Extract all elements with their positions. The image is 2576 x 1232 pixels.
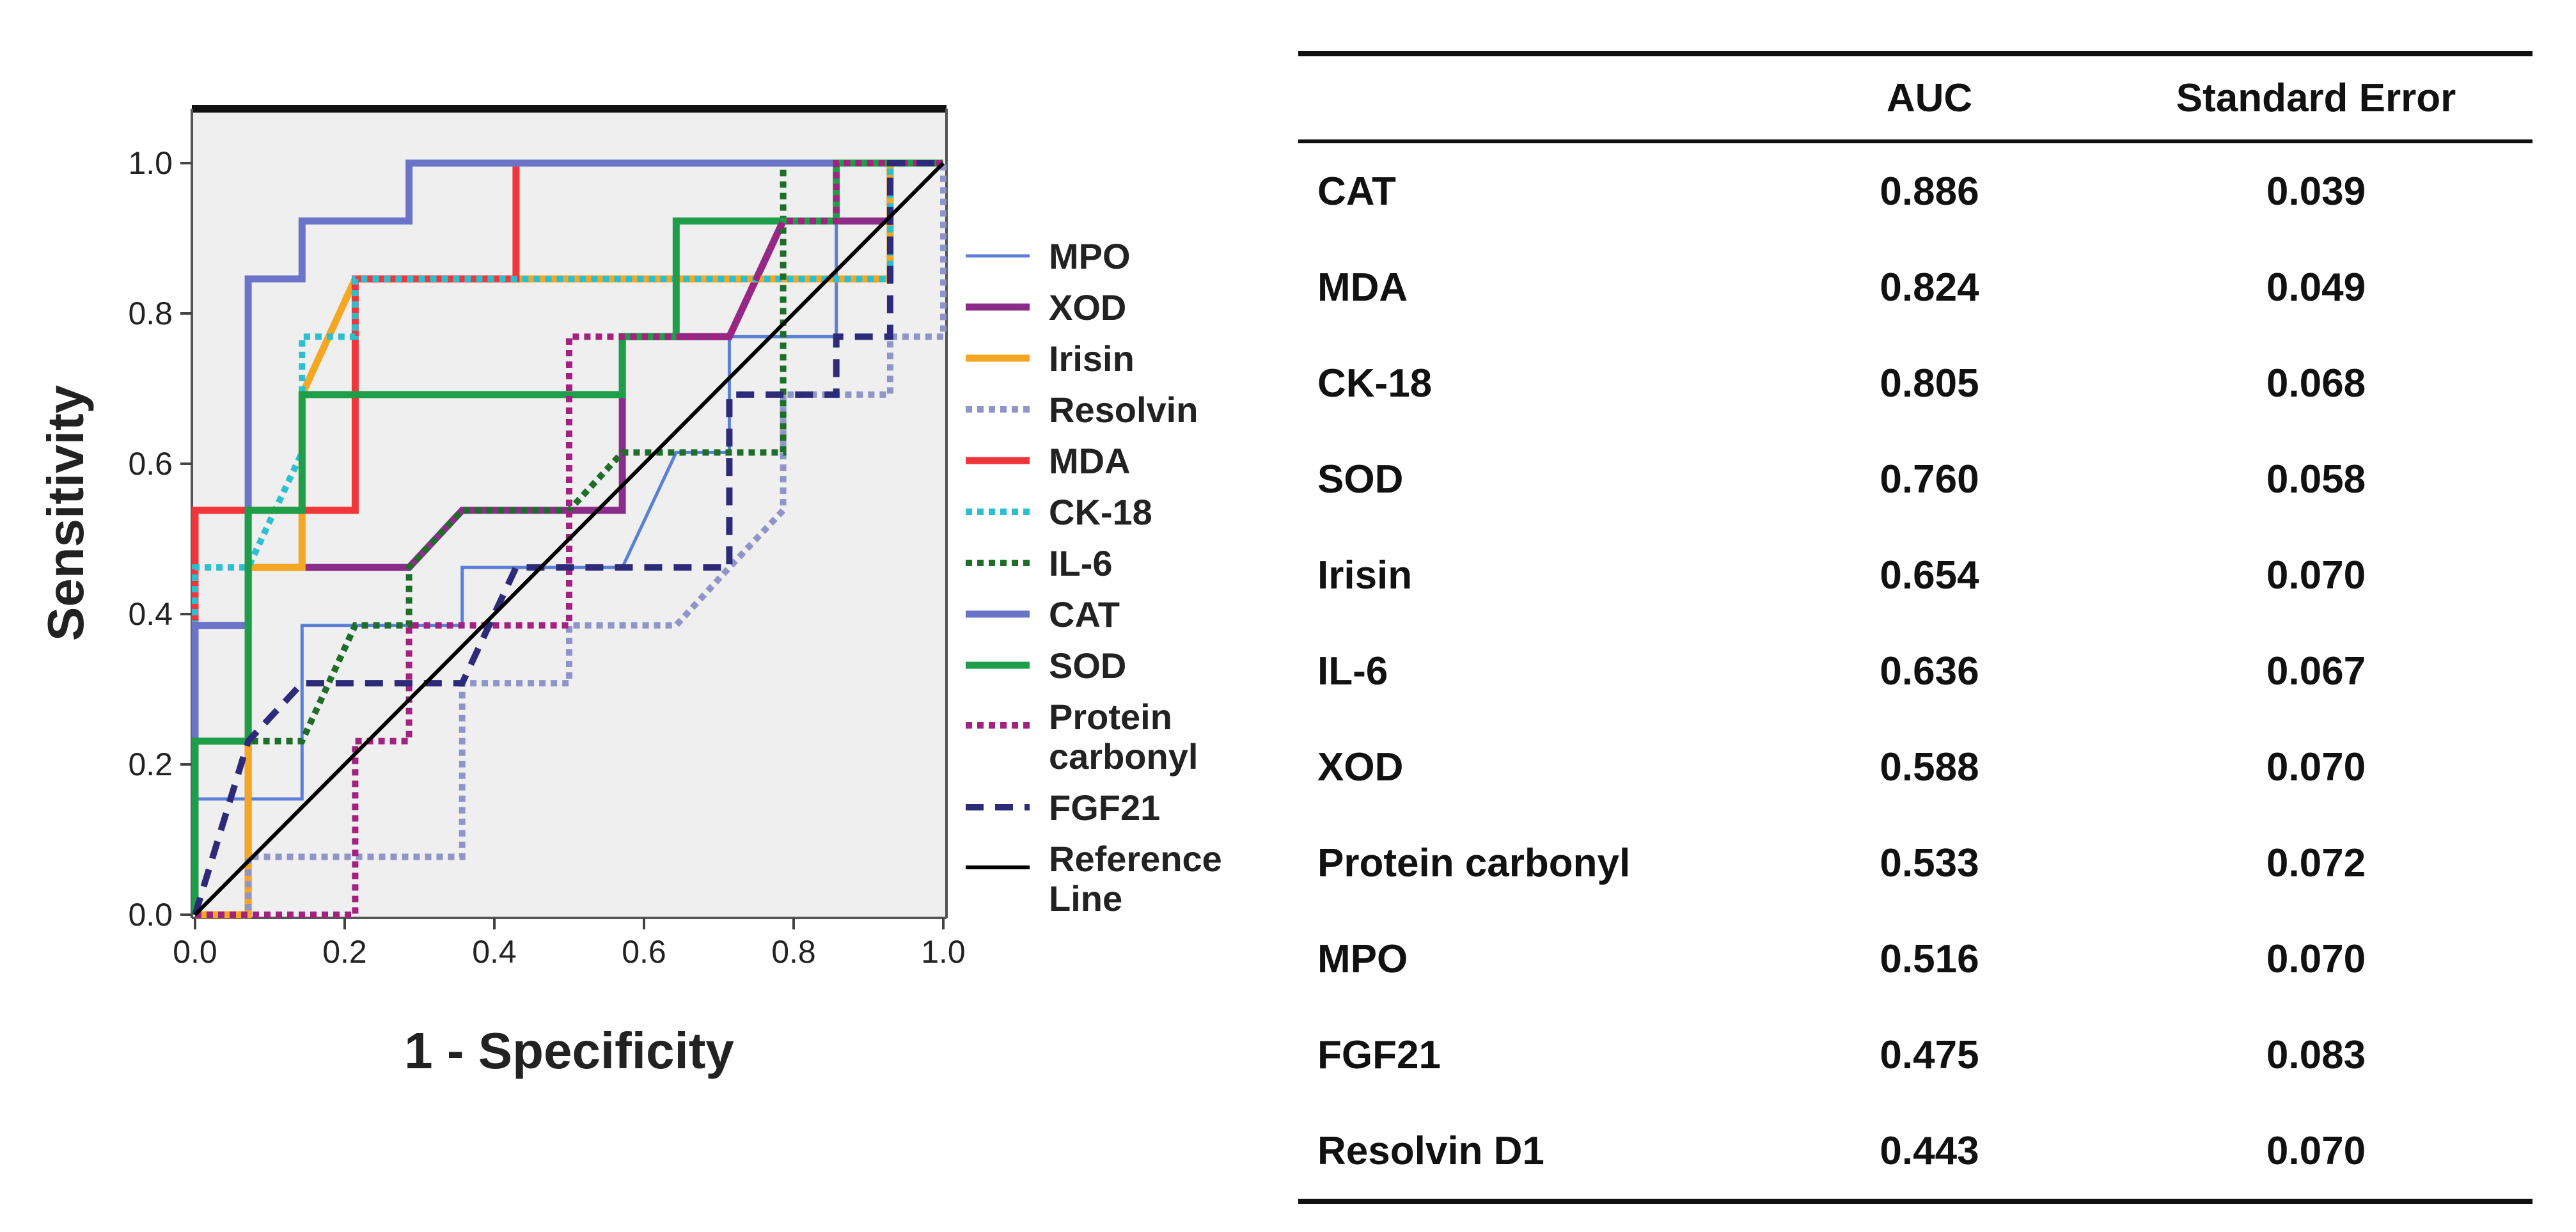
header-standard-error: Standard Error [2100, 54, 2533, 143]
legend-label-irisin: Irisin [1049, 338, 1135, 379]
y-axis-title: Sensitivity [37, 384, 94, 641]
auc-value: 0.824 [1880, 265, 1979, 310]
auc-value: 0.805 [1880, 361, 1979, 406]
series-line-ck-18 [192, 160, 943, 915]
se-value: 0.070 [2266, 936, 2366, 981]
series-line-protein-carbonyl [195, 160, 943, 918]
se-value: 0.070 [2100, 1103, 2533, 1204]
se-value: 0.039 [2266, 169, 2366, 214]
marker-name: IL-6 [1317, 649, 1388, 693]
legend-label-mpo: MPO [1049, 236, 1131, 276]
y-tick-label: 0.0 [128, 897, 173, 933]
se-value: 0.072 [2266, 841, 2366, 885]
auc-value: 0.636 [1880, 649, 1979, 693]
marker-name: Protein carbonyl [1317, 841, 1631, 885]
auc-value: 0.760 [1880, 457, 1979, 501]
legend-label-sod: SOD [1049, 645, 1126, 686]
marker-name: FGF21 [1317, 1032, 1441, 1077]
table-row: MDA 0.824 0.049 [1298, 239, 2533, 335]
table-row: CAT 0.886 0.039 [1298, 141, 2533, 239]
y-tick-label: 0.8 [128, 296, 173, 331]
marker-name: MPO [1317, 936, 1408, 981]
auc-value: 0.533 [1880, 841, 1979, 885]
x-axis-ticks: 0.0 0.2 0.4 0.6 0.8 1.0 [173, 918, 966, 970]
y-tick-label: 0.4 [128, 596, 173, 632]
y-axis-ticks: 0.0 0.2 0.4 0.6 0.8 1.0 [128, 145, 192, 933]
auc-value: 0.475 [1880, 1032, 1979, 1077]
se-value: 0.067 [2266, 649, 2366, 693]
table-row: XOD 0.588 0.070 [1298, 719, 2533, 815]
table-row: Protein carbonyl 0.533 0.072 [1298, 815, 2533, 911]
marker-name: Irisin [1317, 553, 1413, 597]
table-row: IL-6 0.636 0.067 [1298, 623, 2533, 719]
x-tick-label: 0.6 [622, 934, 666, 970]
header-row: AUC Standard Error [1298, 54, 2533, 143]
legend-label-mda: MDA [1049, 441, 1131, 481]
x-axis-title: 1 - Specificity [404, 1022, 734, 1079]
header-auc: AUC [1759, 54, 2100, 143]
auc-table-header: AUC Standard Error [1298, 54, 2533, 143]
table-row: Irisin 0.654 0.070 [1298, 527, 2533, 623]
auc-value: 0.516 [1880, 936, 1979, 981]
legend-label-protein-carbonyl: Protein carbonyl [1049, 697, 1198, 777]
se-value: 0.083 [2266, 1032, 2366, 1077]
x-tick-label: 0.2 [322, 934, 367, 970]
legend-label-reference-line: Reference Line [1049, 839, 1222, 919]
marker-name: MDA [1317, 265, 1408, 310]
se-value: 0.070 [2266, 745, 2366, 789]
marker-name: Resolvin D1 [1298, 1103, 1759, 1204]
auc-table: AUC Standard Error CAT 0.886 0.039 MDA 0.82… [1298, 51, 2533, 1204]
se-value: 0.058 [2266, 457, 2366, 501]
auc-value: 0.886 [1880, 169, 1979, 214]
legend: MPO XOD Irisin Resolvin MDA CK-18 IL-6 CAT SOD Pr… [966, 236, 1222, 919]
legend-label-resolvin: Resolvin [1049, 390, 1198, 430]
series-line-reference-line [193, 161, 945, 917]
y-tick-label: 0.2 [128, 746, 173, 782]
legend-label-xod: XOD [1049, 287, 1126, 328]
x-tick-label: 0.0 [173, 934, 217, 970]
se-value: 0.049 [2266, 265, 2366, 310]
table-row: CK-18 0.805 0.068 [1298, 335, 2533, 431]
auc-table-body: CAT 0.886 0.039 MDA 0.824 0.049 CK-18 0.805 0.… [1298, 141, 2533, 1204]
table-row: Resolvin D1 0.443 0.070 [1298, 1103, 2533, 1204]
y-tick-label: 1.0 [128, 145, 173, 181]
se-value: 0.068 [2266, 361, 2366, 406]
auc-value: 0.588 [1880, 745, 1979, 789]
se-value: 0.070 [2266, 553, 2366, 597]
marker-name: SOD [1317, 457, 1404, 501]
marker-name: CK-18 [1317, 361, 1433, 406]
table-row: FGF21 0.475 0.083 [1298, 1007, 2533, 1103]
roc-series [191, 159, 946, 919]
header-marker [1298, 54, 1759, 143]
y-tick-label: 0.6 [128, 446, 173, 482]
table-row: SOD 0.760 0.058 [1298, 431, 2533, 527]
series-line-il-6 [192, 160, 943, 915]
series-line-resolvin [195, 163, 946, 918]
legend-label-ck-18: CK-18 [1049, 492, 1152, 532]
x-tick-label: 0.4 [472, 934, 517, 970]
auc-value: 0.443 [1759, 1103, 2100, 1204]
legend-label-cat: CAT [1049, 594, 1120, 635]
table-row: MPO 0.516 0.070 [1298, 911, 2533, 1007]
legend-label-il-6: IL-6 [1049, 543, 1113, 583]
series-line-fgf21 [192, 160, 943, 916]
roc-chart: 0.0 0.2 0.4 0.6 0.8 1.0 0.0 0.2 0.4 0.6 0.8 1.0 1 … [37, 105, 1222, 1079]
marker-name: CAT [1317, 169, 1396, 214]
series-line-cat [191, 159, 943, 915]
auc-value: 0.654 [1880, 553, 1979, 597]
x-tick-label: 1.0 [921, 934, 966, 970]
legend-label-fgf21: FGF21 [1049, 787, 1160, 828]
x-tick-label: 0.8 [771, 934, 816, 970]
marker-name: XOD [1317, 745, 1404, 789]
